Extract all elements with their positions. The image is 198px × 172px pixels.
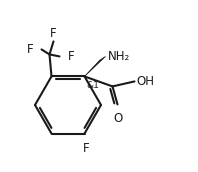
Text: F: F: [68, 50, 74, 63]
Text: &1: &1: [87, 81, 99, 90]
Text: F: F: [83, 142, 90, 155]
Text: F: F: [50, 27, 57, 40]
Text: O: O: [114, 112, 123, 125]
Text: NH₂: NH₂: [108, 50, 130, 63]
Text: OH: OH: [136, 75, 154, 88]
Polygon shape: [85, 56, 106, 76]
Text: F: F: [27, 43, 33, 56]
